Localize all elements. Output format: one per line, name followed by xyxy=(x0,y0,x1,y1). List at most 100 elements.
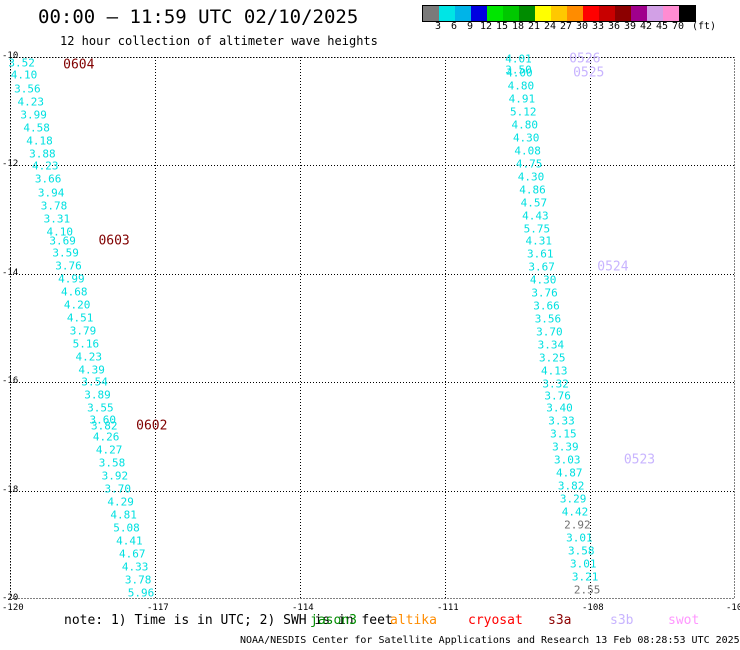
wave-height-value: 3.25 xyxy=(539,351,566,365)
pass-time-label: 0524 xyxy=(597,259,629,275)
wave-height-value: 3.54 xyxy=(81,375,108,389)
legend-swatch xyxy=(615,6,631,21)
wave-height-value: 3.01 xyxy=(566,531,593,545)
wave-height-value: 5.08 xyxy=(113,521,140,535)
legend-swatch xyxy=(471,6,487,21)
wave-height-value: 4.43 xyxy=(522,209,549,223)
legend-swatch xyxy=(487,6,503,21)
legend-label: 18 xyxy=(511,21,525,32)
wave-height-value: 5.96 xyxy=(127,586,155,600)
legend-label: 12 xyxy=(479,21,493,32)
wave-height-value: 3.89 xyxy=(84,388,111,402)
legend-label: 15 xyxy=(495,21,509,32)
legend-label: 39 xyxy=(623,21,637,32)
pass-time-label: 0523 xyxy=(623,452,656,468)
legend-swatch xyxy=(423,6,439,21)
wave-height-value: 3.39 xyxy=(552,440,579,454)
wave-height-value: 4.27 xyxy=(95,443,123,457)
wave-height-value: 4.01 xyxy=(505,52,532,66)
wave-height-value: 3.21 xyxy=(571,570,599,584)
wave-height-value: 3.82 xyxy=(91,419,118,433)
wave-height-value: 3.55 xyxy=(87,401,114,415)
page-title: 00:00 – 11:59 UTC 02/10/2025 xyxy=(38,6,359,28)
wave-height-value: 2.55 xyxy=(573,583,601,597)
wave-height-value: 3.82 xyxy=(557,479,585,493)
longitude-tick-label: -117 xyxy=(147,603,169,613)
wave-height-value: 5.12 xyxy=(510,105,537,119)
footer-credit: NOAA/NESDIS Center for Satellite Applica… xyxy=(240,635,740,646)
wave-height-value: 3.03 xyxy=(554,453,581,467)
wave-height-value: 4.33 xyxy=(121,560,149,574)
wave-height-value: 4.86 xyxy=(519,183,546,197)
wave-height-value: 4.13 xyxy=(540,364,568,378)
wave-height-value: 3.33 xyxy=(548,414,575,428)
latitude-tick-label: -10 xyxy=(2,51,19,61)
longitude-tick-label: -114 xyxy=(292,603,314,613)
legend-swatch xyxy=(519,6,535,21)
map-grid xyxy=(10,57,735,599)
legend-label: 36 xyxy=(607,21,621,32)
wave-height-value: 4.00 xyxy=(506,66,533,80)
legend-swatch xyxy=(647,6,663,21)
legend-label: 45 xyxy=(655,21,669,32)
wave-height-value: 4.81 xyxy=(110,508,137,522)
wave-height-value: 4.31 xyxy=(525,234,553,248)
legend-label: 33 xyxy=(591,21,605,32)
pass-time-label: 0604 xyxy=(63,57,95,73)
satellite-label: s3a xyxy=(548,613,572,628)
wave-height-value: 3.79 xyxy=(69,324,97,338)
wave-height-value: 4.39 xyxy=(78,363,105,377)
legend-unit: (ft) xyxy=(691,21,717,32)
legend-label: 3 xyxy=(434,21,442,32)
latitude-tick-label: -18 xyxy=(2,484,19,495)
legend-swatch xyxy=(551,6,567,21)
satellite-label: altika xyxy=(390,613,437,628)
wave-height-value: 3.61 xyxy=(526,247,554,261)
satellite-label: s3b xyxy=(610,613,634,628)
wave-height-value: 3.76 xyxy=(544,389,571,403)
latitude-tick-label: -14 xyxy=(2,267,19,278)
longitude-tick-label: -108 xyxy=(582,603,604,613)
wave-height-value: 3.76 xyxy=(55,259,82,273)
wave-height-value: 3.76 xyxy=(531,286,558,300)
legend-swatch xyxy=(631,6,647,21)
color-scale-legend xyxy=(422,5,696,22)
latitude-tick-label: -12 xyxy=(2,159,19,170)
wave-height-value: 3.31 xyxy=(43,212,71,226)
wave-height-value: 4.18 xyxy=(26,134,53,148)
wave-height-value: 3.78 xyxy=(124,573,152,587)
wave-height-value: 3.66 xyxy=(533,299,560,313)
legend-label: 30 xyxy=(575,21,589,32)
wave-height-value: 3.50 xyxy=(505,63,532,77)
longitude-tick-label: -120 xyxy=(2,603,24,613)
wave-height-value: 5.75 xyxy=(523,222,551,236)
legend-label: 42 xyxy=(639,21,653,32)
latitude-tick-label: -16 xyxy=(2,376,19,387)
wave-height-value: 4.91 xyxy=(508,92,536,106)
pass-time-label: 0526 xyxy=(569,51,601,67)
wave-height-value: 3.56 xyxy=(534,312,562,326)
legend-swatch xyxy=(439,6,455,21)
wave-height-value: 4.23 xyxy=(75,350,103,364)
legend-swatch xyxy=(535,6,551,21)
wave-height-value: 4.23 xyxy=(17,95,45,109)
wave-height-value: 3.92 xyxy=(101,469,129,483)
pass-time-label: 0602 xyxy=(136,418,168,434)
wave-height-value: 3.78 xyxy=(40,199,68,212)
legend-swatch xyxy=(599,6,615,21)
wave-height-value: 4.80 xyxy=(507,79,535,93)
wave-height-value: 3.94 xyxy=(37,186,65,199)
wave-height-value: 3.40 xyxy=(546,401,573,415)
legend-label: 9 xyxy=(466,21,474,32)
wave-height-value: 4.80 xyxy=(511,118,539,132)
legend-label: 21 xyxy=(527,21,541,32)
wave-height-value: 4.10 xyxy=(46,225,74,239)
wave-height-value: 4.30 xyxy=(529,273,557,287)
wave-height-value: 3.69 xyxy=(49,234,76,248)
wave-height-value: 4.42 xyxy=(561,505,589,519)
wave-height-value: 3.01 xyxy=(569,557,597,571)
legend-swatch xyxy=(583,6,599,21)
satellite-label: jason3 xyxy=(310,613,357,628)
latitude-tick-label: -20 xyxy=(2,593,19,603)
wave-height-value: 3.66 xyxy=(34,172,62,186)
